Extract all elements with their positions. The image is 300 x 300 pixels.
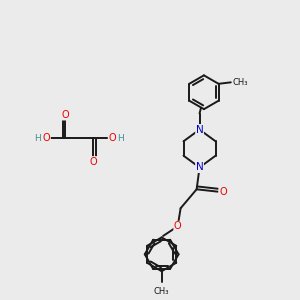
Text: O: O	[89, 157, 97, 166]
Text: H: H	[34, 134, 41, 143]
Text: N: N	[196, 162, 203, 172]
Text: O: O	[108, 133, 116, 143]
Text: O: O	[62, 110, 69, 120]
Text: H: H	[117, 134, 124, 143]
Text: O: O	[174, 221, 182, 231]
Text: CH₃: CH₃	[233, 78, 248, 87]
Text: N: N	[196, 124, 203, 135]
Text: CH₃: CH₃	[154, 287, 170, 296]
Text: O: O	[219, 187, 227, 196]
Text: O: O	[43, 133, 50, 143]
